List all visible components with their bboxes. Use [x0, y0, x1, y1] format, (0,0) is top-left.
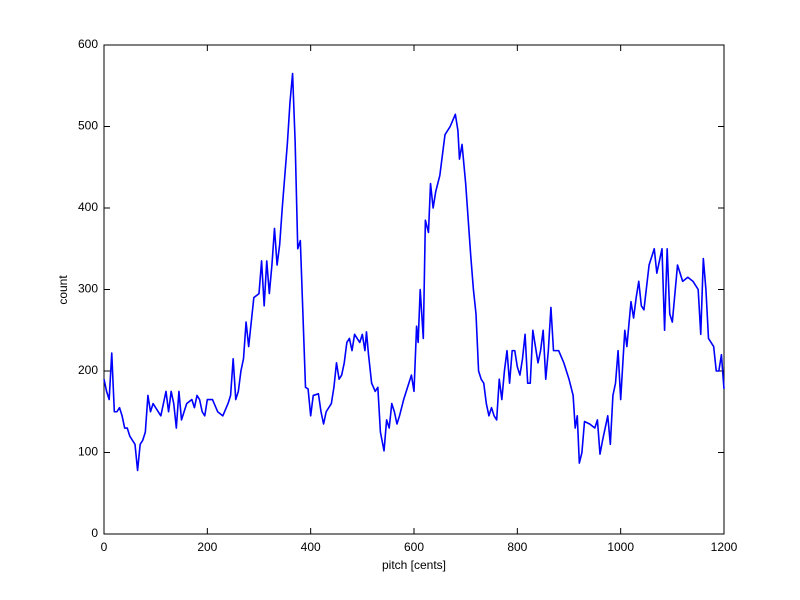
y-tick-label: 100	[78, 445, 98, 459]
y-tick-label: 200	[78, 363, 98, 377]
plot-area	[103, 44, 725, 535]
x-tick-label: 400	[301, 540, 321, 554]
y-tick-label: 500	[78, 119, 98, 133]
x-tick-label: 800	[507, 540, 527, 554]
data-line	[103, 72, 725, 472]
x-tick-label: 600	[404, 540, 424, 554]
x-tick-label: 1000	[607, 540, 634, 554]
x-tick-label: 0	[101, 540, 108, 554]
x-axis-label: pitch [cents]	[382, 558, 446, 572]
y-axis-label: count	[56, 275, 70, 305]
y-tick-label: 0	[91, 526, 98, 540]
x-tick-label: 1200	[711, 540, 738, 554]
x-tick-label: 200	[197, 540, 217, 554]
y-tick-label: 600	[78, 37, 98, 51]
y-tick-label: 400	[78, 200, 98, 214]
y-tick-label: 300	[78, 282, 98, 296]
